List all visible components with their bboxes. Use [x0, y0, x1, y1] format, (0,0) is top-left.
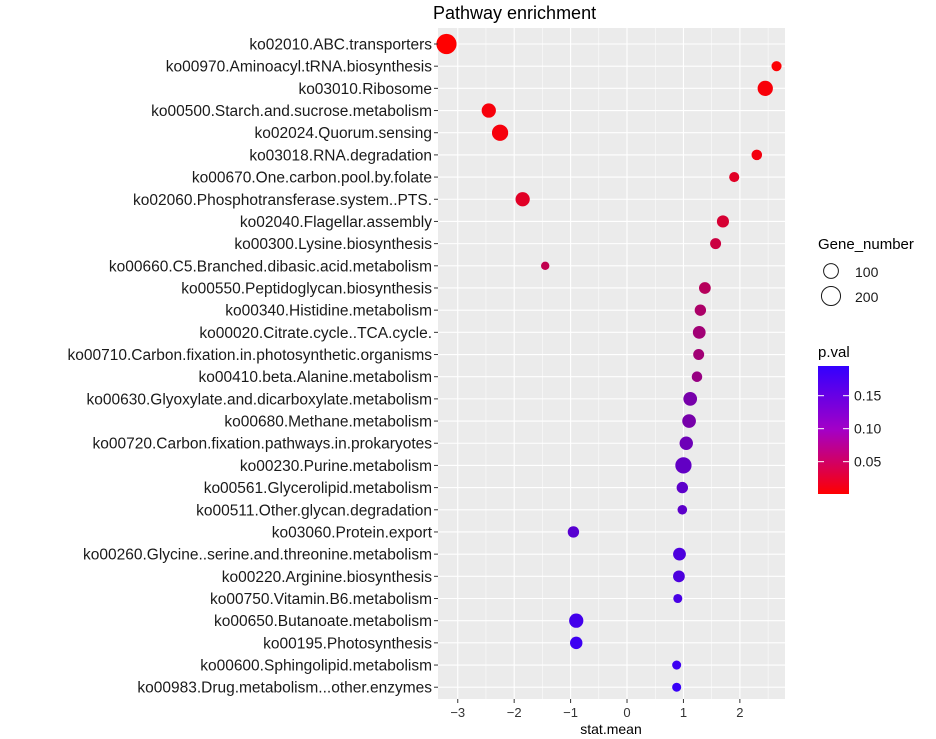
y-label: ko00600.Sphingolipid.metabolism — [200, 658, 432, 675]
y-label: ko03010.Ribosome — [298, 81, 432, 98]
size-legend-marker-100 — [823, 263, 839, 279]
data-point — [698, 282, 711, 294]
p-val-colorbar — [818, 366, 849, 494]
y-label: ko00660.C5.Branched.dibasic.acid.metabol… — [109, 258, 432, 275]
data-point — [676, 481, 689, 494]
color-legend: p.val 0.05 0.10 0.15 — [818, 344, 881, 494]
size-legend-label-100: 100 — [855, 264, 879, 280]
data-point — [673, 547, 686, 561]
x-axis-title: stat.mean — [580, 721, 641, 737]
data-point — [673, 593, 683, 604]
data-point — [683, 392, 698, 406]
grid-lines — [438, 28, 785, 699]
x-axis-ticks: −3 −2 −1 0 1 2 — [450, 699, 743, 720]
x-tick-label: 1 — [680, 705, 687, 720]
y-label: ko00230.Purine.metabolism — [240, 458, 432, 475]
data-point — [567, 526, 580, 538]
y-label: ko02060.Phosphotransferase.system..PTS. — [133, 192, 432, 209]
y-label: ko00750.Vitamin.B6.metabolism — [210, 591, 432, 608]
data-point — [540, 261, 550, 271]
data-point — [710, 238, 722, 250]
data-point — [569, 613, 584, 628]
data-point — [694, 304, 707, 316]
data-point — [729, 172, 740, 183]
y-label: ko00720.Carbon.fixation.pathways.in.prok… — [93, 436, 433, 453]
data-point — [436, 33, 457, 55]
y-label: ko00550.Peptidoglycan.biosynthesis — [181, 280, 432, 297]
data-point — [693, 349, 705, 361]
data-point — [515, 192, 530, 207]
x-tick-label: −2 — [507, 705, 522, 720]
y-label: ko03060.Protein.export — [272, 524, 433, 541]
data-point — [481, 103, 496, 118]
chart-title: Pathway enrichment — [433, 3, 596, 23]
data-point — [751, 149, 763, 161]
y-label: ko00670.One.carbon.pool.by.folate — [192, 170, 432, 187]
data-point — [691, 371, 703, 382]
y-label: ko02010.ABC.transporters — [249, 37, 432, 54]
y-label: ko00260.Glycine..serine.and.threonine.me… — [83, 547, 432, 564]
size-legend-label-200: 200 — [855, 289, 879, 305]
plot-panel — [438, 28, 785, 699]
colorbar-tick-label: 0.10 — [854, 421, 881, 437]
data-point — [716, 215, 729, 228]
color-legend-title: p.val — [818, 344, 850, 361]
y-label: ko00410.beta.Alanine.metabolism — [198, 369, 432, 386]
y-label: ko00220.Arginine.biosynthesis — [222, 569, 432, 586]
y-label: ko00561.Glycerolipid.metabolism — [204, 480, 432, 497]
y-label: ko00970.Aminoacyl.tRNA.biosynthesis — [166, 59, 432, 76]
x-tick-label: −3 — [450, 705, 465, 720]
x-tick-label: 0 — [623, 705, 630, 720]
data-points — [436, 33, 782, 692]
y-label: ko00511.Other.glycan.degradation — [196, 502, 432, 519]
y-label: ko00300.Lysine.biosynthesis — [234, 236, 432, 253]
y-label: ko02040.Flagellar.assembly — [240, 214, 432, 231]
y-label: ko00650.Butanoate.metabolism — [214, 613, 432, 630]
data-point — [675, 457, 692, 474]
size-legend-marker-200 — [820, 285, 842, 307]
y-label: ko00340.Histidine.metabolism — [225, 303, 432, 320]
colorbar-ticks: 0.05 0.10 0.15 — [818, 388, 881, 470]
y-axis-labels: ko02010.ABC.transporters ko00970.Aminoacy… — [68, 37, 433, 697]
y-label: ko02024.Quorum.sensing — [254, 125, 432, 142]
data-point — [673, 570, 685, 583]
x-tick-label: 2 — [736, 705, 743, 720]
y-label: ko00500.Starch.and.sucrose.metabolism — [151, 103, 432, 120]
y-label: ko00680.Methane.metabolism — [224, 414, 432, 431]
y-label: ko00195.Photosynthesis — [263, 635, 432, 652]
y-label: ko00710.Carbon.fixation.in.photosyntheti… — [68, 347, 433, 364]
colorbar-tick-label: 0.05 — [854, 454, 881, 470]
y-label: ko03018.RNA.degradation — [249, 147, 432, 164]
data-point — [677, 504, 688, 515]
data-point — [672, 682, 682, 692]
data-point — [682, 414, 696, 428]
x-tick-label: −1 — [563, 705, 578, 720]
data-point — [491, 124, 509, 141]
y-label: ko00630.Glyoxylate.and.dicarboxylate.met… — [87, 391, 433, 408]
data-point — [672, 660, 682, 670]
data-point — [757, 80, 773, 97]
y-label: ko00020.Citrate.cycle..TCA.cycle. — [199, 325, 432, 342]
data-point — [570, 636, 583, 650]
y-label: ko00983.Drug.metabolism...other.enzymes — [137, 680, 432, 697]
data-point — [692, 325, 706, 339]
size-legend-title: Gene_number — [818, 236, 914, 253]
data-point — [679, 436, 693, 450]
data-point — [771, 61, 782, 72]
y-axis-ticks — [434, 43, 438, 688]
size-legend: Gene_number 100 200 — [818, 236, 914, 307]
colorbar-tick-label: 0.15 — [854, 388, 881, 404]
